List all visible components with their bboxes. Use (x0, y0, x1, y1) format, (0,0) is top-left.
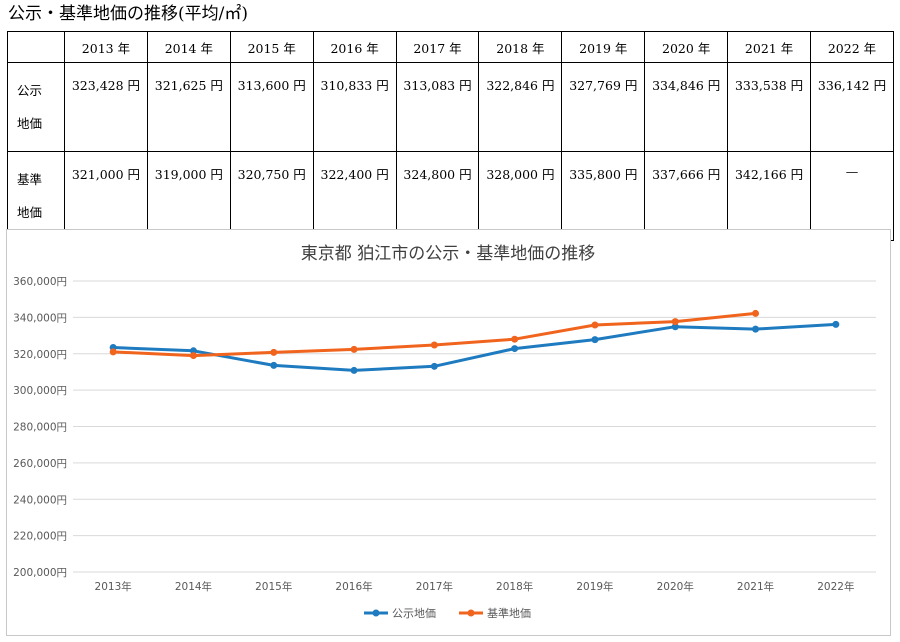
year-header: 2018 年 (478, 31, 563, 63)
x-tick-label: 2022年 (817, 580, 854, 593)
page-heading: 公示・基準地価の推移(平均/㎡) (8, 4, 248, 24)
y-tick-label: 240,000円 (13, 494, 67, 506)
y-tick-label: 300,000円 (13, 385, 67, 397)
table-row-koji: 公示 地価 323,428 円 321,625 円 313,600 円 310,… (7, 62, 894, 152)
data-point (752, 309, 760, 317)
data-point (270, 348, 278, 356)
data-point (430, 341, 438, 349)
data-point (350, 345, 358, 353)
price-cell: 327,769 円 (561, 62, 646, 152)
price-cell: 322,400 円 (312, 151, 397, 241)
data-point (189, 352, 197, 360)
data-point (752, 325, 760, 333)
price-cell: 310,833 円 (312, 62, 397, 152)
year-header: 2021 年 (727, 31, 812, 63)
price-cell: 320,750 円 (229, 151, 314, 241)
legend-marker (372, 609, 380, 617)
price-cell: 333,538 円 (727, 62, 812, 152)
price-cell: 313,600 円 (229, 62, 314, 152)
year-header: 2019 年 (561, 31, 646, 63)
x-tick-label: 2021年 (737, 580, 774, 593)
row-label-koji: 公示 地価 (7, 62, 65, 152)
legend-marker (467, 609, 475, 617)
price-cell: 324,800 円 (395, 151, 480, 241)
chart-title: 東京都 狛江市の公示・基準地価の推移 (301, 244, 595, 264)
data-point (591, 321, 599, 329)
year-header: 2014 年 (146, 31, 231, 63)
table-row-kijun: 基準 地価 321,000 円 319,000 円 320,750 円 322,… (7, 151, 894, 241)
x-tick-label: 2019年 (576, 580, 613, 593)
year-header: 2017 年 (395, 31, 480, 63)
y-tick-label: 260,000円 (13, 458, 67, 470)
price-cell: 342,166 円 (727, 151, 812, 241)
line-chart-panel: 東京都 狛江市の公示・基準地価の推移 200,000円 220,000円 240,0… (6, 229, 891, 636)
data-point (270, 361, 278, 369)
line-chart: 東京都 狛江市の公示・基準地価の推移 200,000円 220,000円 240,0… (13, 244, 876, 620)
y-tick-label: 280,000円 (13, 422, 67, 434)
data-point (671, 318, 679, 326)
data-point (430, 362, 438, 370)
price-cell: 328,000 円 (478, 151, 563, 241)
x-tick-label: 2017年 (416, 580, 453, 593)
x-tick-label: 2014年 (175, 580, 212, 593)
price-cell: 313,083 円 (395, 62, 480, 152)
data-point (511, 335, 519, 343)
y-tick-label: 200,000円 (13, 567, 67, 579)
land-price-table: 2013 年 2014 年 2015 年 2016 年 2017 年 2018 … (7, 31, 894, 241)
series-line (113, 311, 756, 358)
table-corner-cell (7, 31, 65, 63)
price-cell: 321,000 円 (64, 151, 148, 241)
data-point (109, 348, 117, 356)
legend-label: 公示地価 (392, 607, 436, 620)
x-tick-label: 2018年 (496, 580, 533, 593)
data-point (671, 323, 679, 331)
price-cell: 321,625 円 (146, 62, 231, 152)
year-header: 2022 年 (810, 31, 894, 63)
series-lines (109, 309, 840, 374)
price-cell: 335,800 円 (561, 151, 646, 241)
row-label-kijun: 基準 地価 (7, 151, 65, 241)
data-point (591, 336, 599, 344)
legend: 公示地価 基準地価 (364, 606, 531, 620)
year-header: 2020 年 (644, 31, 729, 63)
x-tick-label: 2013年 (95, 580, 132, 593)
price-cell: 319,000 円 (146, 151, 231, 241)
y-tick-label: 320,000円 (13, 349, 67, 361)
price-cell: 322,846 円 (478, 62, 563, 152)
year-header: 2016 年 (312, 31, 397, 63)
y-tick-label: 360,000円 (13, 276, 67, 288)
year-header: 2015 年 (229, 31, 314, 63)
series-koji (109, 320, 840, 374)
series-line (113, 322, 836, 372)
x-tick-label: 2020年 (657, 580, 694, 593)
legend-label: 基準地価 (487, 606, 531, 620)
y-tick-label: 220,000円 (13, 531, 67, 543)
price-cell: 337,666 円 (644, 151, 729, 241)
gridlines (73, 280, 876, 573)
x-tick-label: 2016年 (335, 580, 372, 593)
price-cell: 323,428 円 (64, 62, 148, 152)
x-axis-labels: 2013年 2014年 2015年 2016年 2017年 2018年 2019年 2020年… (95, 580, 855, 593)
data-point (350, 366, 358, 374)
table-header-row: 2013 年 2014 年 2015 年 2016 年 2017 年 2018 … (7, 31, 894, 63)
price-cell: — (810, 151, 894, 241)
data-point (511, 345, 519, 353)
series-kijun (109, 309, 760, 360)
x-tick-label: 2015年 (255, 580, 292, 593)
price-cell: 334,846 円 (644, 62, 729, 152)
price-cell: 336,142 円 (810, 62, 894, 152)
y-tick-label: 340,000円 (13, 312, 67, 324)
data-point (832, 320, 840, 328)
y-axis-labels: 200,000円 220,000円 240,000円 260,000円 280,000円… (13, 276, 67, 579)
year-header: 2013 年 (64, 31, 148, 63)
